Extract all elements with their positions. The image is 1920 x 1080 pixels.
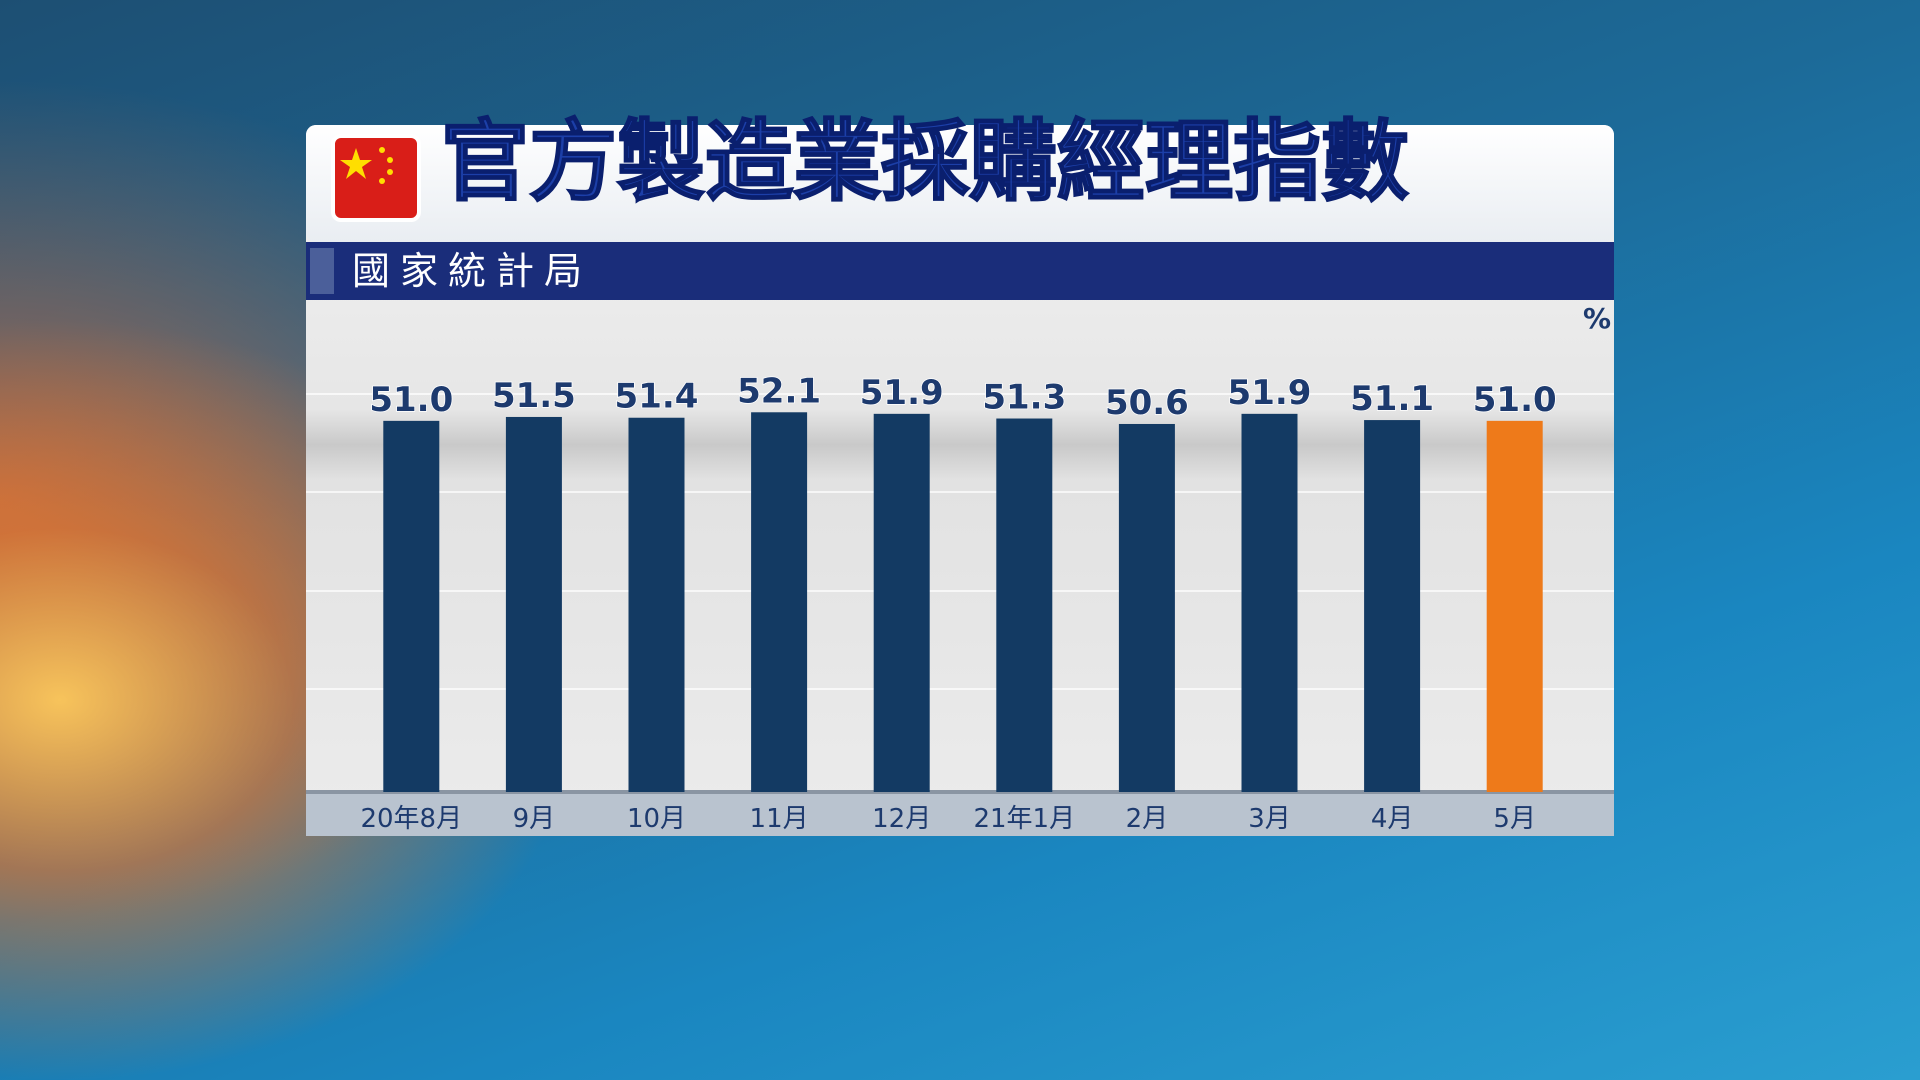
- unit-label: %: [1583, 302, 1611, 335]
- value-label: 51.9: [1228, 373, 1312, 413]
- chart-title: 官方製造業採購經理指數: [441, 110, 1409, 213]
- bar: [1118, 423, 1175, 792]
- value-label: 51.4: [615, 377, 699, 417]
- value-label: 51.0: [369, 380, 453, 420]
- bar: [1486, 420, 1543, 792]
- bar: [628, 417, 685, 792]
- value-label: 50.6: [1105, 383, 1189, 423]
- x-tick-label: 2月: [1126, 804, 1169, 834]
- value-label: 52.1: [737, 371, 821, 411]
- x-tick-label: 11月: [750, 804, 809, 834]
- bar: [1241, 413, 1298, 792]
- value-label: 51.5: [492, 376, 576, 416]
- title-bar: [306, 125, 1614, 242]
- subtitle-accent: [310, 248, 334, 294]
- bar: [505, 416, 562, 792]
- value-label: 51.0: [1473, 380, 1557, 420]
- x-label-strip: [306, 792, 1614, 836]
- subtitle-bar: [306, 242, 1614, 300]
- x-tick-label: 12月: [872, 804, 931, 834]
- x-tick-label: 10月: [627, 804, 686, 834]
- value-label: 51.1: [1350, 379, 1434, 419]
- x-tick-label: 20年8月: [360, 804, 462, 834]
- x-tick-label: 4月: [1371, 804, 1414, 834]
- value-label: 51.9: [860, 373, 944, 413]
- x-tick-label: 3月: [1248, 804, 1291, 834]
- x-tick-label: 21年1月: [973, 804, 1075, 834]
- x-tick-label: 9月: [513, 804, 556, 834]
- bar: [873, 413, 930, 792]
- bar: [996, 418, 1053, 792]
- bar: [1364, 420, 1421, 792]
- flag: [331, 134, 421, 222]
- bar: [751, 412, 808, 792]
- value-label: 51.3: [982, 378, 1066, 418]
- chart-subtitle: 國家統計局: [352, 249, 592, 293]
- bar: [383, 420, 440, 792]
- x-tick-label: 5月: [1493, 804, 1536, 834]
